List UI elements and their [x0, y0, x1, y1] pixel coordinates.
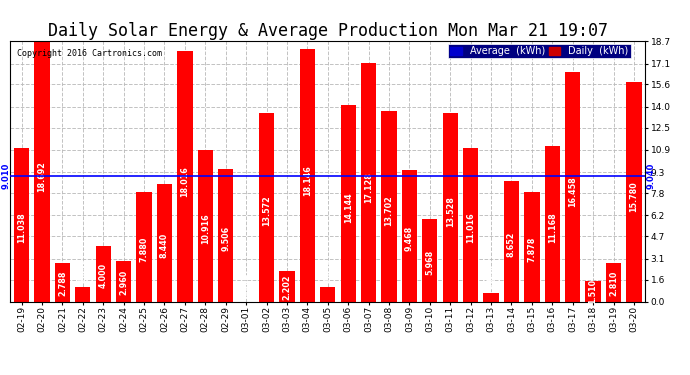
Bar [137, 192, 152, 302]
Bar [361, 63, 376, 302]
Bar [34, 41, 50, 302]
Bar [606, 263, 621, 302]
Text: 2.788: 2.788 [58, 270, 67, 296]
Text: 9.010: 9.010 [1, 163, 10, 189]
Bar [402, 170, 417, 302]
Legend: Average  (kWh), Daily  (kWh): Average (kWh), Daily (kWh) [448, 44, 631, 58]
Text: 11.016: 11.016 [466, 213, 475, 243]
Bar [55, 263, 70, 302]
Text: 10.916: 10.916 [201, 213, 210, 244]
Text: 18.146: 18.146 [303, 165, 312, 196]
Text: 13.702: 13.702 [384, 195, 393, 226]
Bar [382, 111, 397, 302]
Text: 2.960: 2.960 [119, 270, 128, 295]
Text: 1.510: 1.510 [589, 279, 598, 304]
Text: 11.038: 11.038 [17, 213, 26, 243]
Bar [279, 271, 295, 302]
Bar [565, 72, 580, 302]
Text: 13.572: 13.572 [262, 196, 271, 226]
Text: 17.128: 17.128 [364, 172, 373, 203]
Bar [157, 184, 172, 302]
Bar [504, 181, 519, 302]
Bar [585, 281, 601, 302]
Bar [75, 287, 90, 302]
Bar [463, 148, 478, 302]
Bar [299, 49, 315, 302]
Bar [422, 219, 437, 302]
Bar [484, 293, 499, 302]
Text: 8.652: 8.652 [507, 231, 516, 256]
Bar [340, 105, 356, 302]
Title: Daily Solar Energy & Average Production Mon Mar 21 19:07: Daily Solar Energy & Average Production … [48, 22, 608, 40]
Text: 7.880: 7.880 [139, 237, 148, 262]
Text: 1.052: 1.052 [78, 258, 88, 283]
Bar [116, 261, 131, 302]
Text: 16.458: 16.458 [568, 176, 578, 207]
Text: 9.040: 9.040 [646, 163, 656, 189]
Text: 0.004: 0.004 [241, 273, 250, 298]
Text: 0.652: 0.652 [486, 263, 495, 289]
Bar [96, 246, 111, 302]
Text: Copyright 2016 Cartronics.com: Copyright 2016 Cartronics.com [17, 49, 161, 58]
Text: 14.144: 14.144 [344, 192, 353, 223]
Bar [197, 150, 213, 302]
Bar [524, 192, 540, 302]
Text: 7.878: 7.878 [527, 237, 536, 262]
Text: 13.528: 13.528 [446, 196, 455, 227]
Bar [259, 113, 274, 302]
Text: 18.016: 18.016 [180, 166, 189, 197]
Text: 8.440: 8.440 [160, 233, 169, 258]
Bar [218, 170, 233, 302]
Bar [177, 51, 193, 302]
Text: 4.000: 4.000 [99, 262, 108, 288]
Bar [442, 113, 458, 302]
Text: 2.202: 2.202 [282, 274, 291, 300]
Text: 1.090: 1.090 [323, 257, 333, 282]
Bar [14, 148, 29, 302]
Bar [544, 146, 560, 302]
Text: 5.968: 5.968 [425, 249, 434, 274]
Text: 18.692: 18.692 [37, 161, 46, 192]
Bar [320, 286, 335, 302]
Text: 9.506: 9.506 [221, 226, 230, 251]
Text: 15.780: 15.780 [629, 181, 638, 212]
Text: 9.468: 9.468 [405, 226, 414, 251]
Text: 2.810: 2.810 [609, 270, 618, 296]
Text: 11.168: 11.168 [548, 212, 557, 243]
Bar [627, 82, 642, 302]
